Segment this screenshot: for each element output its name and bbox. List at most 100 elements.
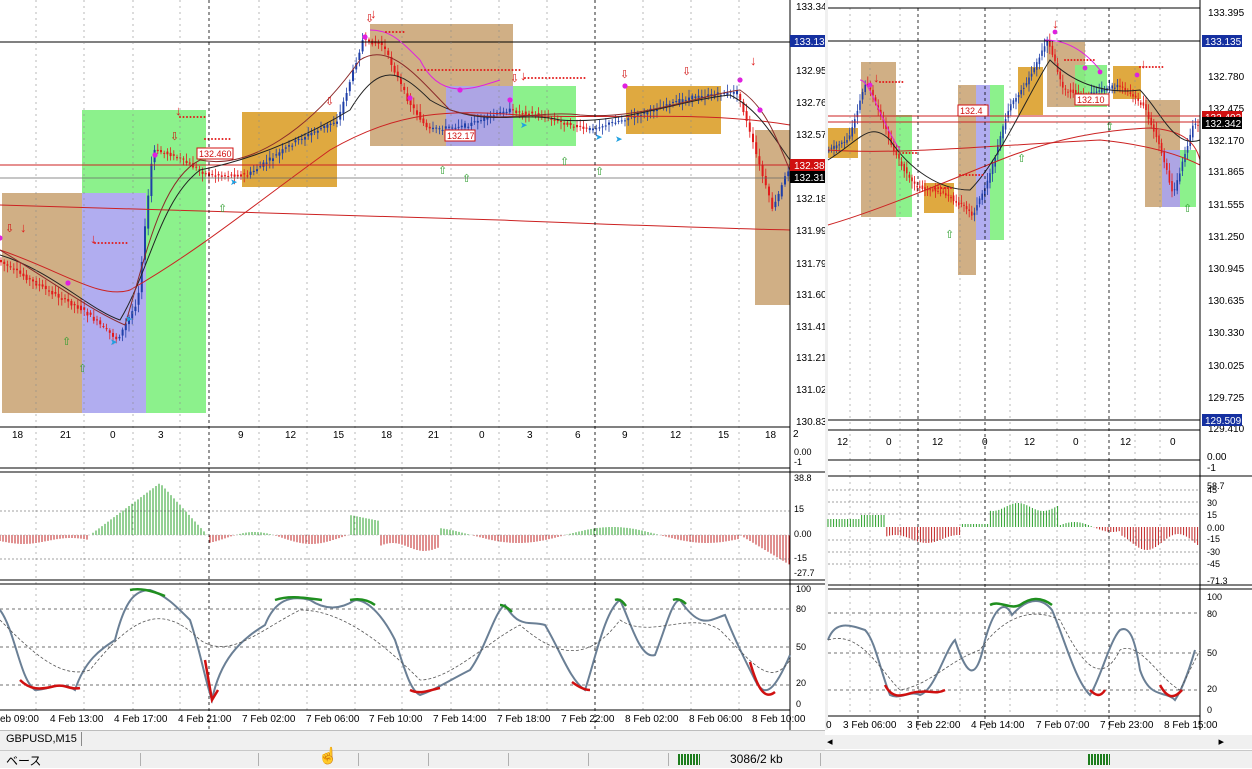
- candle-body: [932, 189, 934, 191]
- signal-dot: [1076, 59, 1079, 61]
- candle-body: [681, 99, 684, 103]
- up-hollow-arrow-icon: ⇧: [218, 203, 227, 215]
- left-price-tag-black-text: 132.31: [794, 173, 825, 184]
- right-signal-markers: ↓ ↓ ↓ ↓ ⇧ ⇧ ⇧ ⇧: [867, 16, 1192, 241]
- candle-body: [906, 167, 908, 174]
- candle-body: [1093, 92, 1095, 94]
- candle-body: [476, 120, 479, 123]
- candle-body: [441, 129, 444, 131]
- signal-dot: [555, 77, 558, 79]
- candle-body: [882, 118, 885, 123]
- date-tick: 0: [826, 720, 832, 731]
- signal-dot: [225, 138, 227, 140]
- cyan-arrow-icon: ➤: [615, 134, 623, 144]
- candle-body: [310, 132, 313, 136]
- chart-tab-gbpusd[interactable]: GBPUSD,M15: [2, 732, 82, 746]
- macd-tick: 0.00: [1207, 523, 1225, 533]
- candle-body: [846, 140, 848, 143]
- candle-body: [646, 112, 649, 115]
- candle-body: [457, 126, 460, 128]
- candle-body: [1179, 173, 1181, 182]
- candle-body: [665, 104, 668, 106]
- macd-tick: 38.8: [794, 473, 812, 483]
- candle-body: [780, 185, 783, 197]
- candle-body: [336, 121, 338, 124]
- candle-body: [422, 118, 425, 124]
- right-stoch-axis: 100 80 50 20 0: [1207, 592, 1222, 715]
- candle-body: [412, 104, 415, 109]
- right-macd-levels: [828, 489, 1200, 565]
- candle-body: [1028, 77, 1030, 85]
- candle-body: [787, 171, 790, 177]
- left-chart-window[interactable]: ↓↓↓↓↓↓⇩⇩⇩⇩⇩ ⇩ ⇩⇧⇧⇧⇧⇧⇧⇧➤➤➤➤➤ ➤ 133.34132.951…: [0, 0, 827, 730]
- up-hollow-arrow-icon: ⇧: [78, 363, 87, 375]
- candle-body: [272, 158, 274, 161]
- candle-body: [656, 110, 658, 112]
- signal-dot: [469, 69, 472, 71]
- candle-body: [185, 160, 188, 164]
- sell-arrow-icon: ↓: [20, 220, 27, 235]
- date-tick: 4 Feb 17:00: [114, 714, 168, 725]
- price-tick: 130.330: [1208, 328, 1245, 339]
- signal-dot: [417, 69, 419, 71]
- candle-body: [924, 187, 926, 190]
- candle-body: [843, 141, 846, 143]
- candle-body: [1064, 88, 1067, 90]
- candle-body: [502, 111, 505, 114]
- candle-body: [252, 170, 255, 173]
- right-chart-window[interactable]: ↓ ↓ ↓ ↓ ⇧ ⇧ ⇧ ⇧ 133.395 132.780 132.475 132.170 131…: [826, 0, 1252, 731]
- signal-dot: [473, 69, 475, 71]
- candle-body: [137, 292, 140, 305]
- left-box-label-2: 132.17: [447, 131, 475, 141]
- candle-body: [316, 130, 319, 133]
- candle-body: [124, 323, 127, 331]
- price-tick: 131.02: [796, 385, 827, 396]
- candle-body: [984, 188, 986, 196]
- candle-body: [608, 122, 610, 125]
- right-price-axis: 133.395 132.780 132.475 132.170 131.865 131.5…: [1208, 8, 1245, 435]
- candle-body: [553, 119, 556, 121]
- candle-body: [44, 285, 47, 290]
- candle-body: [432, 127, 434, 130]
- signal-dot: [125, 242, 128, 244]
- candle-body: [579, 125, 582, 127]
- candle-body: [211, 174, 214, 176]
- signal-dot: [402, 31, 405, 33]
- candle-body: [1030, 73, 1033, 77]
- candle-body: [92, 316, 95, 321]
- candle-body: [643, 111, 646, 114]
- candle-body: [934, 190, 937, 192]
- signal-dot: [388, 31, 391, 33]
- price-tick: 132.780: [1208, 72, 1245, 83]
- candle-body: [508, 108, 511, 113]
- scroll-right-icon[interactable]: ▸: [1218, 736, 1224, 748]
- price-tick: 131.250: [1208, 232, 1245, 243]
- signal-dot: [901, 81, 904, 83]
- scroll-left-icon[interactable]: ◂: [827, 736, 833, 748]
- candle-body: [16, 268, 18, 271]
- candle-body: [345, 93, 348, 101]
- signal-dot: [1070, 59, 1073, 61]
- up-hollow-arrow-icon: ⇧: [1105, 121, 1114, 133]
- candle-body: [942, 191, 944, 193]
- candle-body: [707, 94, 710, 97]
- signal-dot: [196, 116, 199, 118]
- candle-body: [617, 120, 620, 122]
- candle-body: [688, 97, 690, 101]
- signal-dot: [476, 69, 479, 71]
- candle-body: [108, 330, 111, 333]
- candle-body: [240, 174, 242, 177]
- candle-body: [384, 46, 386, 50]
- candle-body: [713, 94, 716, 97]
- candle-body: [512, 109, 514, 111]
- candle-body: [182, 158, 185, 160]
- down-hollow-arrow-icon: ⇩: [682, 66, 691, 78]
- time-tick: 12: [285, 430, 297, 441]
- candle-body: [872, 89, 874, 96]
- candle-body: [675, 101, 678, 103]
- candle-body: [140, 261, 143, 293]
- signal-dot: [1142, 66, 1145, 68]
- signal-dot: [895, 81, 897, 83]
- right-horizontal-scrollbar[interactable]: ◂ ▸: [825, 735, 1252, 749]
- candle-body: [396, 71, 399, 78]
